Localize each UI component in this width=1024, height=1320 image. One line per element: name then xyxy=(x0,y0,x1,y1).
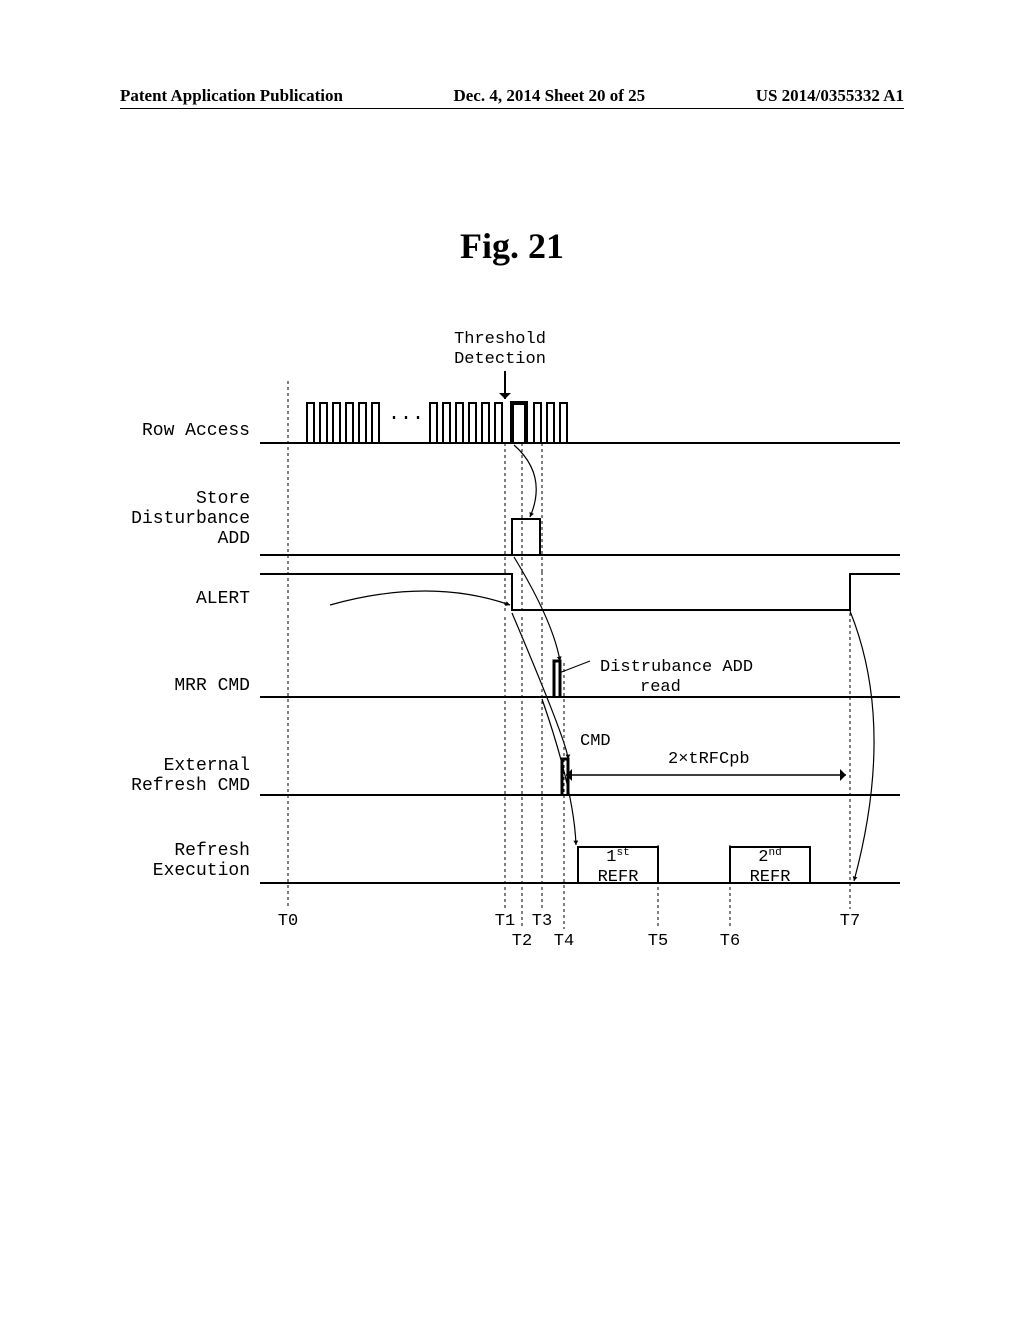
svg-text:Row Access: Row Access xyxy=(142,421,250,441)
svg-text:REFR: REFR xyxy=(750,868,791,887)
svg-text:read: read xyxy=(640,678,681,697)
svg-text:Detection: Detection xyxy=(454,350,546,369)
svg-text:T6: T6 xyxy=(720,932,740,951)
svg-text:T5: T5 xyxy=(648,932,668,951)
svg-text:2nd: 2nd xyxy=(758,847,781,867)
svg-text:Distrubance ADD: Distrubance ADD xyxy=(600,658,753,677)
header-right: US 2014/0355332 A1 xyxy=(756,86,904,106)
svg-text:T2: T2 xyxy=(512,932,532,951)
svg-text:T1: T1 xyxy=(495,912,515,931)
svg-text:Refresh: Refresh xyxy=(174,841,250,861)
svg-text:ADD: ADD xyxy=(218,529,250,549)
page-header: Patent Application Publication Dec. 4, 2… xyxy=(0,86,1024,106)
svg-text:CMD: CMD xyxy=(580,732,611,751)
svg-text:T4: T4 xyxy=(554,932,574,951)
svg-text:T3: T3 xyxy=(532,912,552,931)
svg-text:Execution: Execution xyxy=(153,861,250,881)
header-center: Dec. 4, 2014 Sheet 20 of 25 xyxy=(453,86,645,106)
svg-text:External: External xyxy=(164,756,250,776)
header-left: Patent Application Publication xyxy=(120,86,343,106)
header-rule xyxy=(120,108,904,109)
svg-text:2×tRFCpb: 2×tRFCpb xyxy=(668,750,750,769)
svg-text:Refresh CMD: Refresh CMD xyxy=(131,776,250,796)
svg-text:Threshold: Threshold xyxy=(454,330,546,349)
svg-text:···: ··· xyxy=(388,407,424,430)
svg-text:Disturbance: Disturbance xyxy=(131,509,250,529)
svg-text:T0: T0 xyxy=(278,912,298,931)
timing-diagram: ThresholdDetection Row Access StoreDisturb… xyxy=(110,325,910,985)
svg-text:1st: 1st xyxy=(606,847,629,867)
figure-title: Fig. 21 xyxy=(0,225,1024,267)
svg-text:Store: Store xyxy=(196,489,250,509)
svg-text:ALERT: ALERT xyxy=(196,589,250,609)
svg-text:MRR CMD: MRR CMD xyxy=(174,676,250,696)
svg-text:REFR: REFR xyxy=(598,868,639,887)
svg-text:T7: T7 xyxy=(840,912,860,931)
